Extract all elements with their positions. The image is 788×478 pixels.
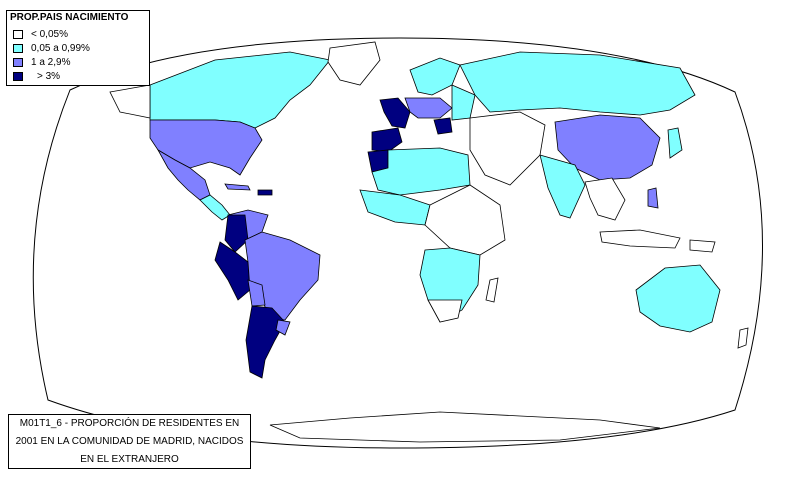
caption-line: EN EL EXTRANJERO: [80, 454, 179, 465]
region-india: [539, 154, 586, 219]
region-cuba: [224, 183, 251, 191]
legend-swatch: [13, 57, 23, 67]
region-middle-east: [469, 111, 546, 186]
region-central-africa: [424, 184, 506, 256]
legend-label: 1 a 2,9%: [31, 56, 71, 68]
map-caption: M01T1_6 - PROPORCIÓN DE RESIDENTES EN 20…: [8, 414, 251, 469]
legend-swatch: [13, 71, 23, 81]
region-uruguay: [275, 319, 291, 336]
region-colombia: [224, 214, 249, 253]
legend-item: > 3%: [13, 70, 60, 82]
region-central-europe: [404, 97, 453, 119]
region-south-africa: [427, 299, 463, 323]
legend-item: 0,05 a 0,99%: [13, 42, 90, 54]
region-australia: [635, 264, 721, 333]
region-antarctica: [269, 411, 661, 443]
region-dominican-rep: [257, 189, 273, 196]
region-madagascar: [485, 277, 499, 303]
legend-swatch: [13, 29, 23, 39]
region-spain-portugal: [371, 127, 403, 153]
legend-label: < 0,05%: [31, 28, 68, 40]
region-china: [554, 114, 661, 181]
legend-title: PROP.PAIS NACIMIENTO: [10, 12, 129, 23]
caption-line: 2001 EN LA COMUNIDAD DE MADRID, NACIDOS: [15, 436, 244, 447]
legend-label: > 3%: [37, 70, 61, 82]
caption-line: M01T1_6 - PROPORCIÓN DE RESIDENTES EN: [19, 418, 240, 429]
legend-item: 1 a 2,9%: [13, 56, 70, 68]
region-north-africa: [371, 147, 471, 196]
region-philippines: [647, 187, 659, 209]
region-romania: [433, 117, 453, 135]
legend-item: < 0,05%: [13, 28, 68, 40]
region-indonesia: [599, 229, 681, 249]
region-france-uk: [379, 97, 411, 129]
region-papua: [689, 239, 716, 253]
legend-label: 0,05 a 0,99%: [31, 42, 90, 54]
legend-swatch: [13, 43, 23, 53]
map-legend: PROP.PAIS NACIMIENTO < 0,05% 0,05 a 0,99…: [6, 10, 150, 86]
region-ecuador-peru: [214, 241, 251, 301]
region-alaska: [109, 84, 151, 119]
region-russia: [459, 51, 696, 116]
region-southeast-asia: [584, 177, 626, 221]
region-east-europe: [451, 84, 476, 121]
region-new-zealand: [737, 327, 749, 349]
region-greenland: [327, 41, 381, 86]
region-argentina: [245, 305, 286, 379]
region-japan: [667, 127, 683, 159]
region-bolivia: [247, 279, 266, 307]
